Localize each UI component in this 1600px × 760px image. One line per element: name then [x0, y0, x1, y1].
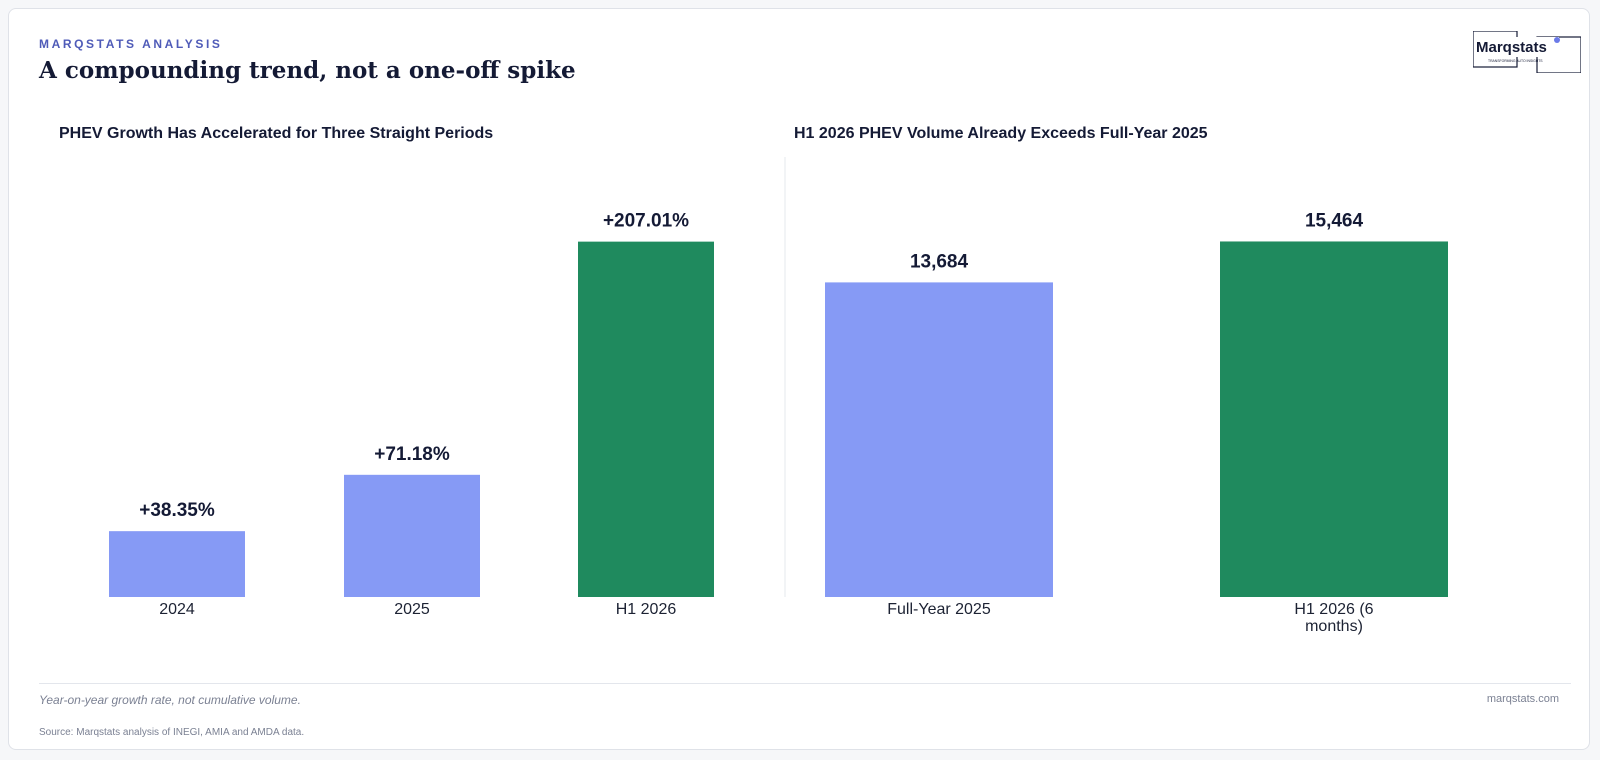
logo-wordmark: Marqstats	[1476, 39, 1547, 56]
marqstats-logo: Marqstats TRANSFORMING AUTO INSIGHTS	[1473, 31, 1581, 73]
chart2-plot: 13,684 Full-Year 2025 15,464 H1 2026 (6 mont…	[825, 210, 1448, 635]
chart1-title: PHEV Growth Has Accelerated for Three St…	[59, 125, 494, 142]
chart2-bar-1	[825, 282, 1053, 597]
logo-mask	[1475, 37, 1559, 57]
source-note: Source: Marqstats analysis of INEGI, AMI…	[39, 727, 305, 738]
chart1-bar-1	[109, 531, 245, 597]
logo-tagline: TRANSFORMING AUTO INSIGHTS	[1488, 59, 1543, 63]
logo-dot-icon	[1554, 37, 1560, 43]
chart2-title: H1 2026 PHEV Volume Already Exceeds Full…	[794, 125, 1208, 142]
kicker-label: MARQSTATS ANALYSIS	[39, 37, 223, 51]
chart1-value-label-3: +207.01%	[603, 211, 689, 232]
page-title: A compounding trend, not a one-off spike	[39, 57, 576, 84]
chart2-category-label-1: Full-Year 2025	[887, 601, 991, 618]
chart1-category-label-2: 2025	[394, 601, 430, 618]
chart2-category-label-2: H1 2026 (6 months)	[1294, 601, 1373, 635]
chart1-bar-2	[344, 474, 480, 597]
chart1-plot: +38.35% 2024 +71.18% 2025 +207.01% H1 2026	[109, 211, 714, 618]
footnote: Year-on-year growth rate, not cumulative…	[39, 693, 301, 707]
chart1-category-label-3: H1 2026	[616, 601, 677, 618]
chart2-bar-2	[1220, 241, 1448, 597]
chart1-category-label-1: 2024	[159, 601, 195, 618]
chart2-value-label-1: 13,684	[910, 251, 969, 272]
chart1-bar-3	[578, 241, 714, 598]
chart1-value-label-2: +71.18%	[374, 444, 450, 465]
chart1-value-label-1: +38.35%	[139, 500, 215, 521]
footer-divider	[39, 683, 1571, 684]
chart2-value-label-2: 15,464	[1305, 210, 1364, 231]
site-link[interactable]: marqstats.com	[1486, 693, 1559, 705]
chart-card: MARQSTATS ANALYSIS A compounding trend, …	[8, 8, 1590, 750]
charts-canvas: +38.35% 2024 +71.18% 2025 +207.01% H1 2026 13…	[109, 157, 1448, 635]
